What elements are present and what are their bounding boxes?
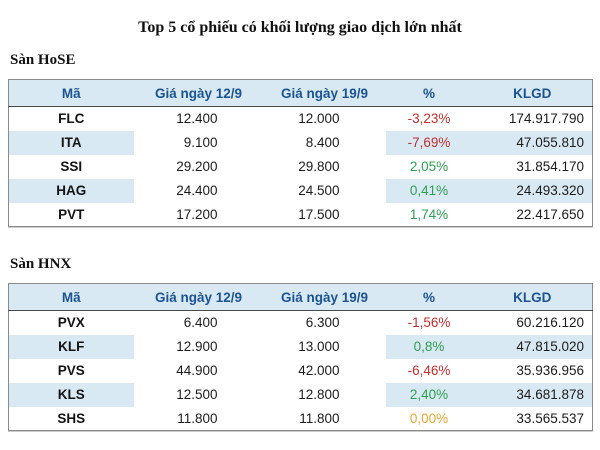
percent-cell: -6,46%: [385, 358, 473, 383]
price-cell: 44.900: [133, 358, 264, 383]
price-cell: 29.200: [133, 154, 264, 179]
table-row: SSI 29.200 29.800 2,05% 31.854.170: [8, 154, 593, 179]
stock-table-hose: Mã Giá ngày 12/9 Giá ngày 19/9 % KLGD FL…: [8, 79, 593, 227]
price-cell: 6.300: [263, 310, 386, 335]
price-cell: 17.200: [133, 202, 264, 227]
volume-cell: 47.815.020: [472, 334, 593, 359]
table-row: SHS 11.800 11.800 0,00% 33.565.537: [8, 406, 593, 431]
ticker-cell: PVS: [8, 358, 134, 383]
column-header-ma: Mã: [8, 283, 134, 311]
volume-cell: 174.917.790: [472, 106, 593, 131]
volume-cell: 34.681.878: [472, 382, 593, 407]
column-header-klgd: KLGD: [472, 283, 593, 311]
price-cell: 6.400: [133, 310, 264, 335]
volume-cell: 35.936.956: [472, 358, 593, 383]
volume-cell: 24.493.320: [472, 178, 593, 203]
ticker-cell: FLC: [8, 106, 134, 131]
price-cell: 11.800: [133, 406, 264, 431]
price-cell: 17.500: [263, 202, 386, 227]
ticker-cell: PVX: [8, 310, 134, 335]
column-header-gia-19-9: Giá ngày 19/9: [263, 283, 386, 311]
table-row: PVX 6.400 6.300 -1,56% 60.216.120: [8, 310, 593, 335]
section-label-hnx: Sàn HNX: [10, 256, 72, 272]
percent-cell: 1,74%: [385, 202, 473, 227]
price-cell: 8.400: [263, 130, 386, 155]
table-header-row: Mã Giá ngày 12/9 Giá ngày 19/9 % KLGD: [8, 79, 593, 107]
table-row: PVT 17.200 17.500 1,74% 22.417.650: [8, 202, 593, 227]
column-header-gia-12-9: Giá ngày 12/9: [133, 79, 264, 107]
price-cell: 12.400: [133, 106, 264, 131]
price-cell: 42.000: [263, 358, 386, 383]
ticker-cell: KLS: [8, 382, 134, 407]
price-cell: 11.800: [263, 406, 386, 431]
column-header-gia-12-9: Giá ngày 12/9: [133, 283, 264, 311]
volume-cell: 22.417.650: [472, 202, 593, 227]
price-cell: 9.100: [133, 130, 264, 155]
percent-cell: 0,00%: [385, 406, 473, 431]
percent-cell: 2,05%: [385, 154, 473, 179]
column-header-percent: %: [385, 283, 473, 311]
price-cell: 12.000: [263, 106, 386, 131]
table-row: KLF 12.900 13.000 0,8% 47.815.020: [8, 334, 593, 359]
column-header-gia-19-9: Giá ngày 19/9: [263, 79, 386, 107]
ticker-cell: HAG: [8, 178, 134, 203]
table-row: PVS 44.900 42.000 -6,46% 35.936.956: [8, 358, 593, 383]
table-row: FLC 12.400 12.000 -3,23% 174.917.790: [8, 106, 593, 131]
volume-cell: 47.055.810: [472, 130, 593, 155]
percent-cell: -1,56%: [385, 310, 473, 335]
ticker-cell: ITA: [8, 130, 134, 155]
volume-cell: 60.216.120: [472, 310, 593, 335]
stock-table-hnx: Mã Giá ngày 12/9 Giá ngày 19/9 % KLGD PV…: [8, 283, 593, 431]
volume-cell: 33.565.537: [472, 406, 593, 431]
ticker-cell: SSI: [8, 154, 134, 179]
price-cell: 12.800: [263, 382, 386, 407]
ticker-cell: SHS: [8, 406, 134, 431]
ticker-cell: PVT: [8, 202, 134, 227]
table-row: HAG 24.400 24.500 0,41% 24.493.320: [8, 178, 593, 203]
column-header-ma: Mã: [8, 79, 134, 107]
percent-cell: 0,41%: [385, 178, 473, 203]
price-cell: 12.500: [133, 382, 264, 407]
price-cell: 12.900: [133, 334, 264, 359]
ticker-cell: KLF: [8, 334, 134, 359]
percent-cell: -7,69%: [385, 130, 473, 155]
volume-cell: 31.854.170: [472, 154, 593, 179]
page-title: Top 5 cổ phiếu có khối lượng giao dịch l…: [138, 19, 462, 36]
price-cell: 29.800: [263, 154, 386, 179]
percent-cell: 2,40%: [385, 382, 473, 407]
column-header-klgd: KLGD: [472, 79, 593, 107]
percent-cell: -3,23%: [385, 106, 473, 131]
table-row: ITA 9.100 8.400 -7,69% 47.055.810: [8, 130, 593, 155]
table-header-row: Mã Giá ngày 12/9 Giá ngày 19/9 % KLGD: [8, 283, 593, 311]
table-row: KLS 12.500 12.800 2,40% 34.681.878: [8, 382, 593, 407]
section-label-hose: Sàn HoSE: [10, 52, 76, 68]
percent-cell: 0,8%: [385, 334, 473, 359]
price-cell: 13.000: [263, 334, 386, 359]
price-cell: 24.500: [263, 178, 386, 203]
price-cell: 24.400: [133, 178, 264, 203]
column-header-percent: %: [385, 79, 473, 107]
